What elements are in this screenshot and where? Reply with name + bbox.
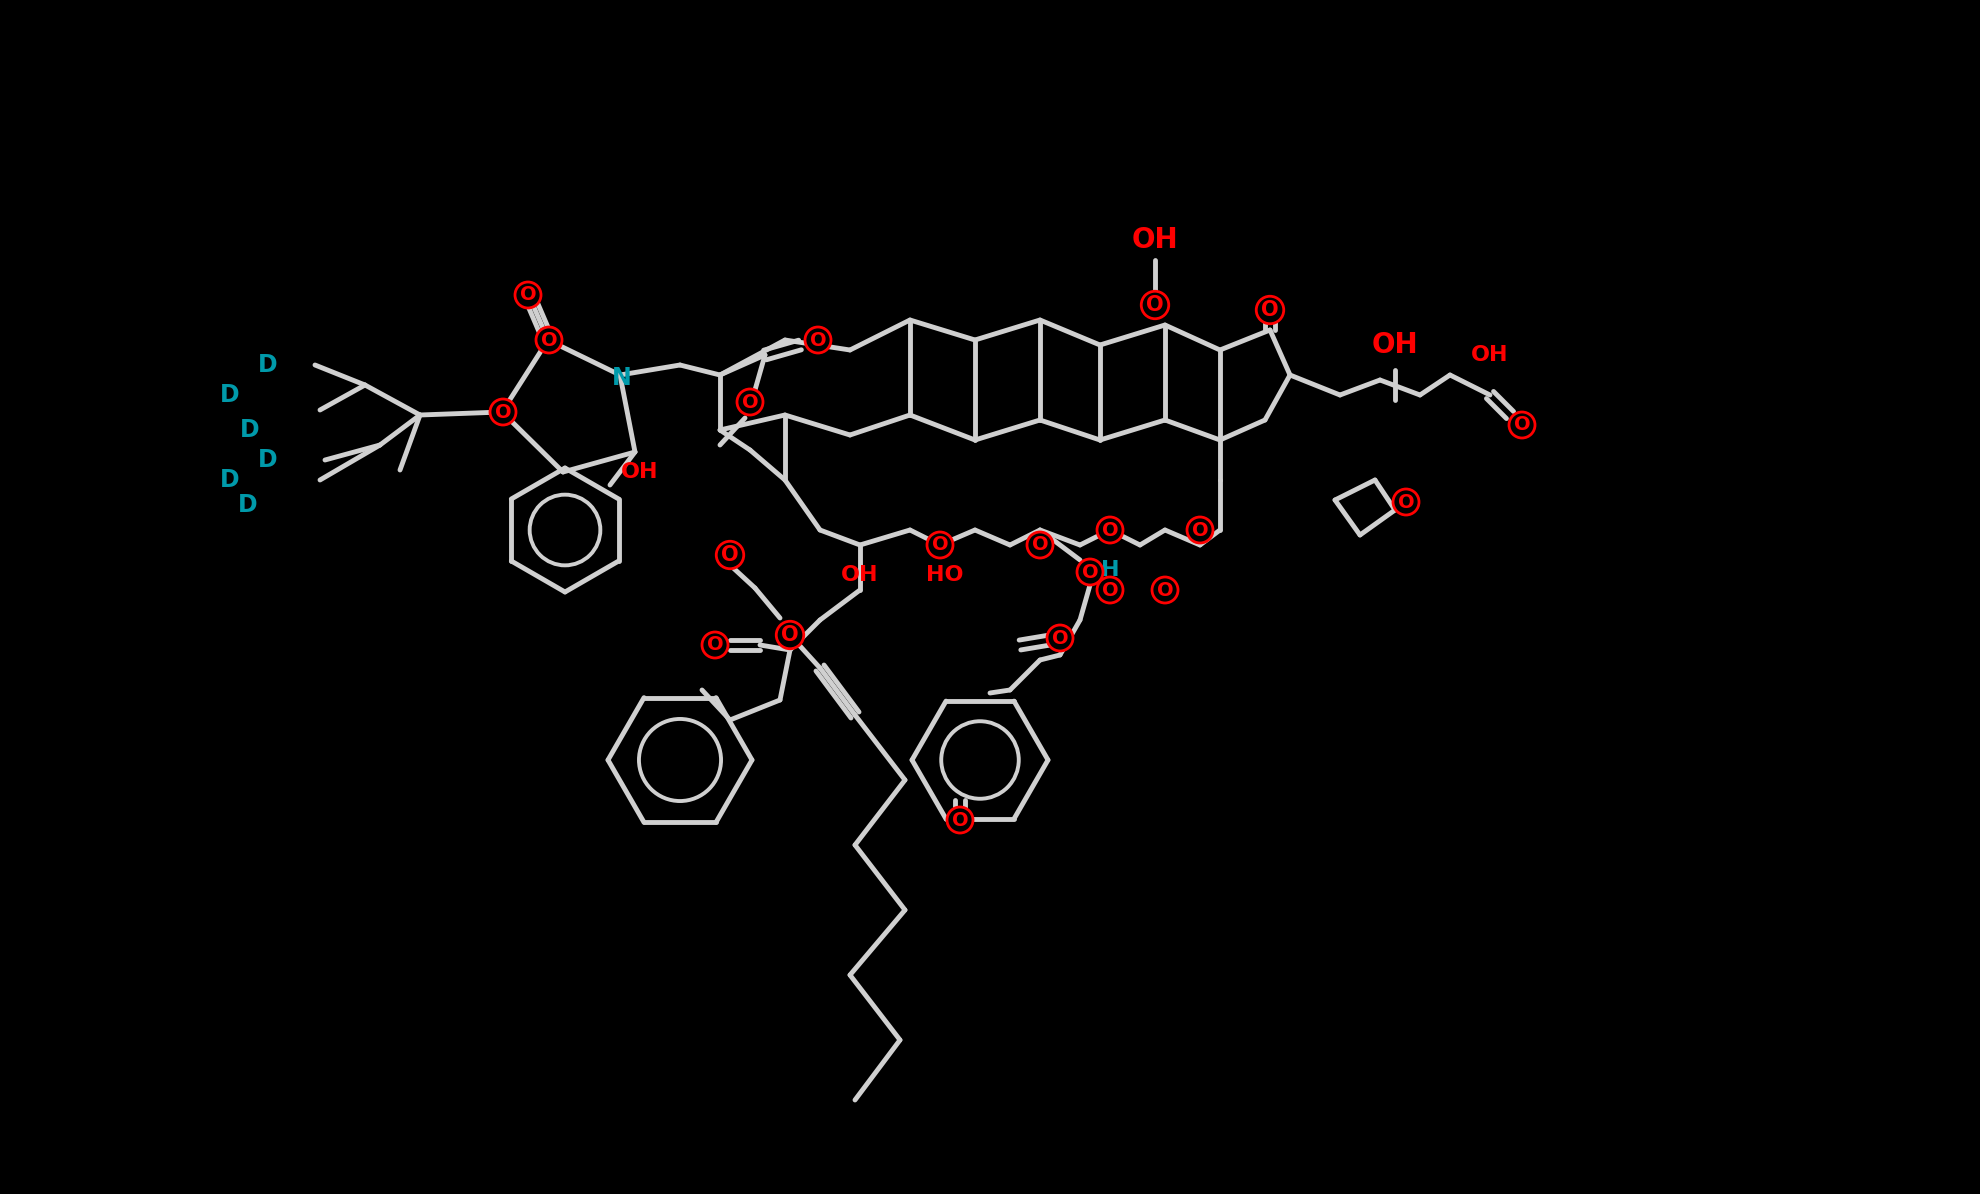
Text: O: O xyxy=(495,402,511,421)
Text: D: D xyxy=(220,468,240,492)
Text: O: O xyxy=(1398,492,1414,511)
Text: O: O xyxy=(952,811,968,830)
Text: HO: HO xyxy=(927,565,964,585)
Text: OH: OH xyxy=(1133,226,1178,254)
Text: O: O xyxy=(1032,535,1047,554)
Text: O: O xyxy=(1192,521,1208,540)
Text: O: O xyxy=(933,535,948,554)
Text: O: O xyxy=(707,635,723,654)
Text: O: O xyxy=(810,331,826,350)
Text: O: O xyxy=(721,544,739,565)
Text: OH: OH xyxy=(1372,331,1418,359)
Text: D: D xyxy=(238,493,257,517)
Text: OH: OH xyxy=(1471,345,1509,365)
Text: H: H xyxy=(1101,560,1119,580)
Text: O: O xyxy=(1513,416,1531,435)
Text: O: O xyxy=(782,624,798,645)
Text: D: D xyxy=(257,353,277,377)
Text: N: N xyxy=(612,367,632,390)
Text: OH: OH xyxy=(842,565,879,585)
Text: D: D xyxy=(257,448,277,472)
Text: D: D xyxy=(240,418,259,442)
Text: O: O xyxy=(1261,300,1279,320)
Text: OH: OH xyxy=(622,462,659,482)
Text: D: D xyxy=(220,383,240,407)
Text: O: O xyxy=(519,285,537,304)
Text: O: O xyxy=(1081,562,1099,581)
Text: O: O xyxy=(1051,628,1069,647)
Text: O: O xyxy=(742,393,758,412)
Text: O: O xyxy=(1101,521,1119,540)
Text: O: O xyxy=(541,331,556,350)
Text: O: O xyxy=(1156,580,1174,599)
Text: O: O xyxy=(1101,580,1119,599)
Text: O: O xyxy=(1146,295,1164,315)
